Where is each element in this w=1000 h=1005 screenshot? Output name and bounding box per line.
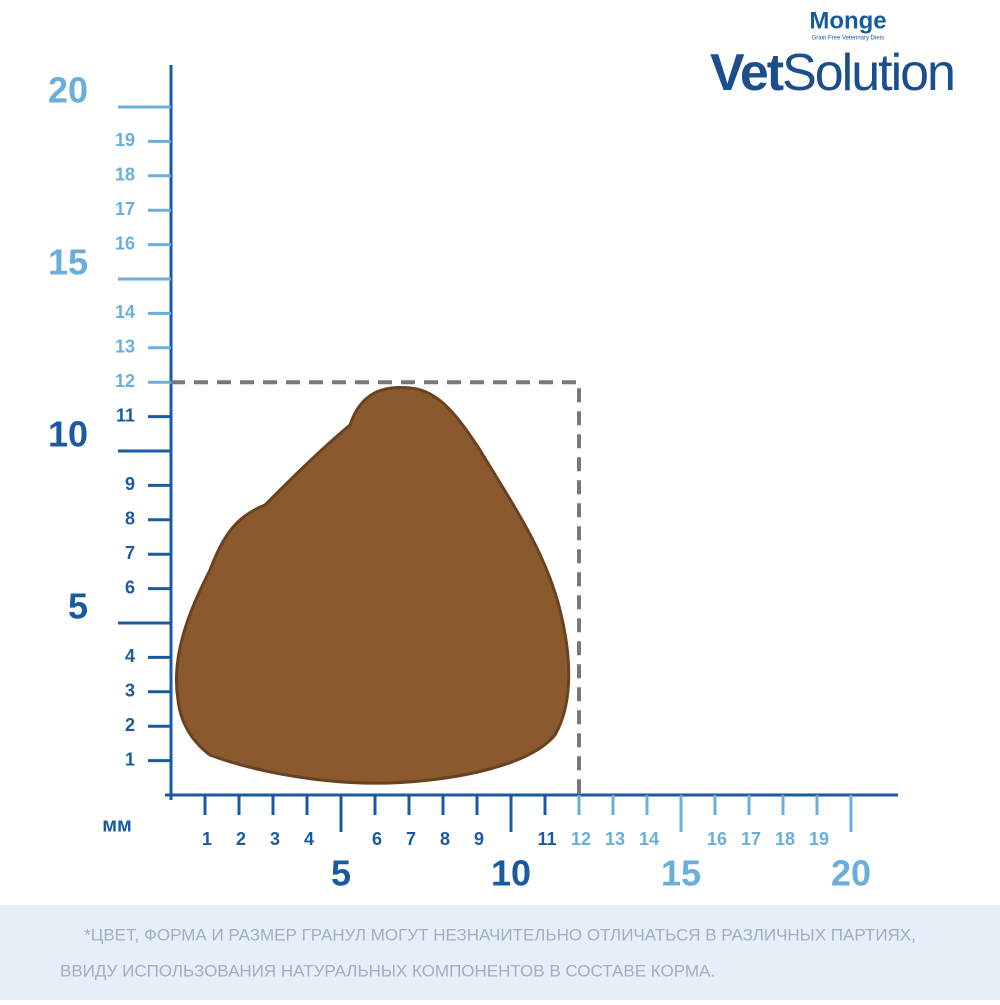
y-tick-label: 9 [125,474,135,494]
brand-tagline: Grain Free Veterinary Diets [812,36,885,42]
x-tick-label: 7 [406,829,416,849]
x-tick-label: 18 [775,829,795,849]
kibble [175,385,571,785]
y-tick-label: 2 [125,715,135,735]
x-tick-label: 17 [741,829,761,849]
unit-label: мм [102,814,132,836]
x-tick-label: 1 [202,829,212,849]
product-name: VetSolution [710,44,954,102]
x-tick-label: 2 [236,829,246,849]
y-tick-label: 17 [115,199,135,219]
product-bold: Vet [710,44,784,102]
brand-name: Monge [809,7,886,34]
y-tick-label: 1 [125,749,135,769]
x-tick-label: 4 [304,829,314,849]
x-tick-label: 14 [639,829,659,849]
x-tick-label: 20 [831,853,871,894]
x-tick-label: 13 [605,829,625,849]
x-tick-label: 12 [571,829,591,849]
x-tick-label: 11 [537,829,556,849]
y-tick-label: 13 [115,337,135,357]
y-tick-label: 7 [125,543,135,563]
footer-band [0,905,1000,1000]
x-tick-label: 16 [707,829,727,849]
y-tick-label: 15 [48,242,88,283]
y-tick-label: 4 [125,646,135,666]
y-tick-label: 5 [68,586,88,627]
x-tick-label: 6 [372,829,382,849]
product-light: Solution [782,44,954,102]
x-tick-label: 19 [809,829,829,849]
footnote-line: ВВИДУ ИСПОЛЬЗОВАНИЯ НАТУРАЛЬНЫХ КОМПОНЕН… [60,961,715,980]
y-tick-label: 3 [125,681,135,701]
y-tick-label: 6 [125,577,135,597]
y-tick-label: 11 [116,405,135,425]
y-tick-label: 19 [115,130,135,150]
x-tick-label: 3 [270,829,280,849]
y-tick-label: 10 [48,414,88,455]
x-tick-label: 8 [440,829,450,849]
x-tick-label: 5 [331,853,351,894]
y-tick-label: 12 [115,371,135,391]
y-tick-label: 14 [115,302,135,322]
y-tick-label: 8 [125,509,135,529]
x-tick-label: 10 [491,853,531,894]
y-tick-label: 16 [115,233,135,253]
x-tick-label: 9 [474,829,484,849]
y-tick-label: 18 [115,165,135,185]
footnote-line: *ЦВЕТ, ФОРМА И РАЗМЕР ГРАНУЛ МОГУТ НЕЗНА… [84,925,916,944]
y-tick-label: 20 [48,70,88,111]
x-tick-label: 15 [661,853,701,894]
